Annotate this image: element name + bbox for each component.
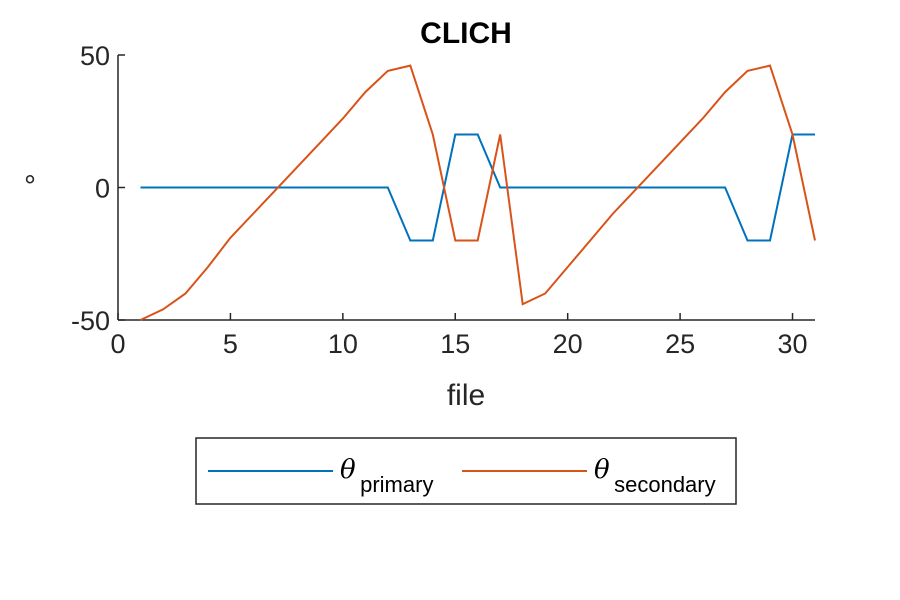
x-tick-label: 30 — [777, 329, 807, 359]
x-tick-label: 5 — [223, 329, 238, 359]
legend-label-secondary: θ secondary — [594, 455, 716, 497]
y-tick-label: -50 — [71, 306, 110, 336]
x-tick-label: 20 — [553, 329, 583, 359]
legend-label-primary: θ primary — [340, 455, 433, 497]
x-tick-label: 25 — [665, 329, 695, 359]
y-ticks: -50 0 50 — [71, 41, 125, 336]
legend-subscript-secondary: secondary — [614, 472, 716, 497]
y-axis-label: ° — [24, 170, 36, 203]
y-tick-label: 50 — [80, 41, 110, 71]
x-tick-label: 0 — [110, 329, 125, 359]
series-line-secondary — [140, 64, 816, 321]
legend-symbol-primary: θ — [340, 455, 356, 485]
x-axis-label: file — [447, 379, 485, 412]
series-group — [140, 64, 816, 321]
series-line-primary — [140, 133, 815, 242]
y-tick-label: 0 — [95, 174, 110, 204]
chart-title: CLICH — [420, 17, 512, 50]
legend-subscript-primary: primary — [360, 472, 433, 497]
x-tick-label: 15 — [440, 329, 470, 359]
legend: θ primary θ secondary — [195, 437, 737, 505]
x-ticks: 0 5 10 15 20 25 30 — [110, 313, 808, 359]
x-tick-label: 10 — [328, 329, 358, 359]
legend-symbol-secondary: θ — [594, 455, 610, 485]
